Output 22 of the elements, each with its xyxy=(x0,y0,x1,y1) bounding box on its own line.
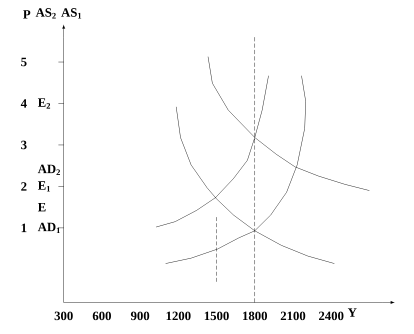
x-tick-label: 2400 xyxy=(318,311,344,320)
text: AD$_{1}$ xyxy=(38,222,60,233)
text: E$_{2}$ xyxy=(38,98,50,108)
x-tick-label: 600 xyxy=(92,311,111,320)
y-tick-label: 4 xyxy=(20,99,27,108)
x-axis-title: Y xyxy=(348,308,357,317)
text: AS$_{2}$ xyxy=(36,8,56,18)
x-tick-label: 1200 xyxy=(166,311,191,320)
text: AS$_{1}$ xyxy=(61,8,82,18)
text: AD$_{2}$ xyxy=(38,164,60,175)
y-tick-label: 1 xyxy=(22,224,26,232)
y-tick-label: 3 xyxy=(21,140,27,150)
text: E xyxy=(38,202,46,212)
x-tick-label: 300 xyxy=(54,311,73,320)
y-tick-label: 5 xyxy=(21,58,27,66)
y-tick-label: 2 xyxy=(21,182,26,190)
x-tick-label: 2100 xyxy=(280,311,306,320)
x-tick-label: 1800 xyxy=(243,311,268,320)
text: E$_{1}$ xyxy=(38,181,50,192)
y-axis-title: P xyxy=(23,10,30,18)
x-tick-label: 900 xyxy=(130,311,150,320)
x-tick-label: 1500 xyxy=(204,311,229,320)
